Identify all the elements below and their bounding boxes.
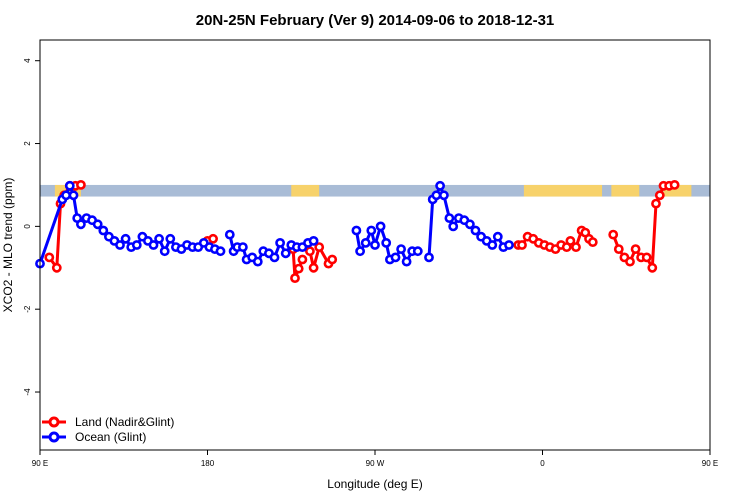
legend-ocean-label: Ocean (Glint) (75, 430, 146, 444)
data-point (448, 221, 459, 232)
y-tick-label: -4 (23, 388, 32, 396)
data-point (120, 233, 131, 244)
data-point (431, 190, 442, 201)
y-tick-label: 0 (23, 224, 32, 229)
map-strip-land-patch (663, 184, 692, 197)
map-strip (40, 184, 710, 197)
legend-ocean-marker (48, 431, 60, 443)
data-point (412, 246, 423, 257)
data-point (68, 190, 79, 201)
y-tick-label: 2 (23, 141, 32, 146)
y-axis: -4 -2 0 2 4 (23, 58, 40, 396)
data-point (44, 252, 55, 263)
data-point (115, 240, 125, 250)
data-point (327, 254, 338, 265)
data-point (360, 237, 371, 248)
data-point (351, 225, 362, 236)
data-point (492, 231, 503, 242)
data-point (165, 233, 176, 244)
data-point (92, 219, 103, 230)
data-point (396, 244, 406, 254)
data-point (401, 256, 412, 267)
data-point (366, 225, 377, 236)
legend-land-label: Land (Nadir&Glint) (75, 415, 174, 429)
data-point (208, 233, 218, 244)
data-point (275, 237, 285, 248)
y-axis-label: XCO2 - MLO trend (ppm) (1, 178, 15, 313)
map-strip-land-patch (523, 184, 603, 197)
data-point (424, 252, 434, 263)
data-point (654, 190, 665, 201)
legend-item-ocean: Ocean (Glint) (42, 430, 146, 444)
data-point (269, 252, 280, 263)
data-point (487, 240, 498, 250)
x-axis-label: Longitude (deg E) (327, 477, 422, 491)
data-point (370, 240, 380, 250)
data-point (308, 235, 319, 246)
data-point (647, 262, 658, 273)
chart-title: 20N-25N February (Ver 9) 2014-09-06 to 2… (196, 12, 555, 29)
y-tick-label: -2 (23, 305, 32, 313)
y-tick-label: 4 (23, 58, 32, 63)
map-strip-ocean (40, 184, 710, 197)
data-point (290, 273, 300, 283)
data-point (470, 225, 481, 236)
data-point (565, 235, 576, 246)
data-point (630, 244, 641, 254)
data-point (76, 179, 86, 190)
data-point (252, 256, 263, 267)
data-point (237, 242, 248, 252)
data-point (464, 219, 475, 230)
data-point (297, 254, 308, 265)
data-point (438, 190, 449, 201)
map-strip-land-patch (611, 184, 640, 197)
data-point (148, 240, 159, 250)
x-tick-label: 90 E (32, 459, 48, 468)
x-axis: 90 E 180 90 W 0 90 E (32, 450, 718, 468)
data-point (435, 180, 445, 191)
data-point (651, 198, 661, 209)
data-point (504, 240, 514, 250)
data-point (154, 233, 164, 244)
legend: Land (Nadir&Glint) Ocean (Glint) (42, 415, 174, 444)
data-point (517, 240, 527, 250)
data-point (51, 262, 62, 273)
data-point (314, 242, 325, 252)
data-point (375, 221, 386, 232)
data-point (444, 213, 455, 223)
data-point (587, 237, 598, 247)
data-point (308, 262, 319, 273)
data-point (625, 256, 635, 267)
legend-item-land: Land (Nadir&Glint) (42, 415, 174, 429)
data-point (608, 229, 619, 240)
data-point (304, 246, 315, 257)
x-tick-label: 90 W (366, 459, 385, 468)
data-point (293, 263, 304, 274)
data-point (669, 179, 680, 190)
data-point (280, 248, 291, 259)
series-line (291, 249, 304, 280)
data-point (131, 240, 142, 250)
data-point (613, 244, 624, 254)
data-point (224, 229, 235, 240)
x-tick-label: 180 (201, 459, 215, 468)
data-point (215, 246, 226, 257)
data-point (390, 252, 401, 263)
data-point (355, 246, 365, 257)
x-tick-label: 90 E (702, 459, 718, 468)
data-point (571, 242, 581, 252)
series-layer (35, 179, 680, 283)
data-point (64, 180, 75, 191)
data-point (76, 219, 86, 230)
legend-land-marker (48, 416, 60, 428)
data-point (159, 246, 170, 257)
x-tick-label: 0 (540, 459, 545, 468)
data-point (381, 237, 392, 248)
series-ocean (35, 180, 514, 269)
data-point (98, 225, 109, 236)
data-point (641, 252, 652, 263)
map-strip-land-patch (291, 184, 320, 197)
